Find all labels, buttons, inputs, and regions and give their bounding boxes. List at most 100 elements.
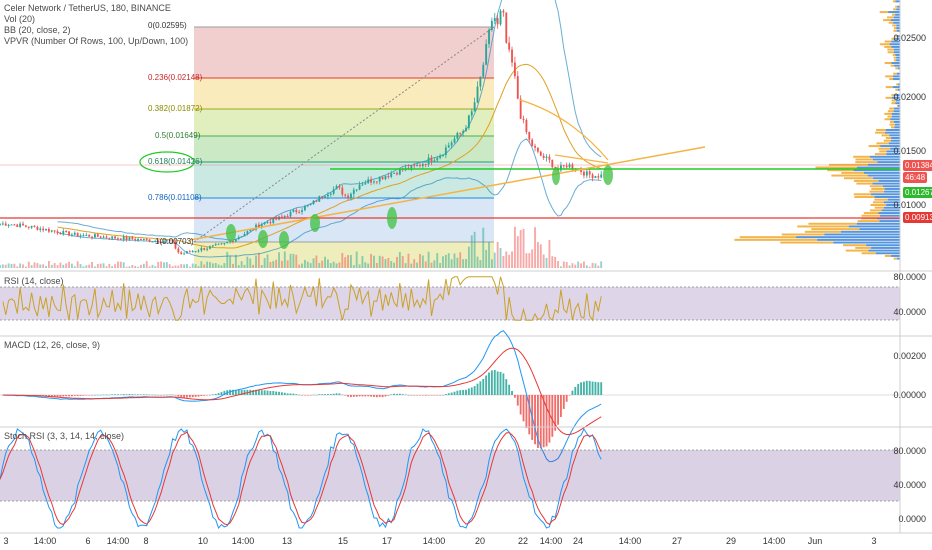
- fib-label: 0.5(0.01649): [155, 131, 201, 140]
- candle: [329, 193, 332, 195]
- candle: [519, 98, 522, 119]
- wedge-upper-line[interactable]: [519, 99, 609, 161]
- vpvr-down: [893, 257, 898, 260]
- macd-bar: [404, 394, 407, 395]
- vpvr-down: [885, 137, 892, 140]
- volume-bar: [536, 242, 539, 268]
- candle: [62, 230, 65, 235]
- volume-bar: [476, 256, 479, 268]
- macd-bar: [361, 395, 364, 397]
- candle: [42, 228, 45, 231]
- volume-bar: [108, 264, 111, 268]
- volume-bar: [522, 228, 525, 268]
- macd-bar: [516, 395, 519, 406]
- volume-bar: [13, 263, 16, 268]
- macd-bar: [191, 395, 194, 398]
- vpvr-up: [848, 225, 900, 228]
- volume-bar: [137, 266, 140, 268]
- candle: [416, 165, 419, 167]
- candle: [168, 240, 171, 242]
- rsi-label[interactable]: RSI (14, close): [4, 276, 64, 286]
- macd-bar: [332, 393, 335, 395]
- vpvr-up: [895, 99, 900, 102]
- macd-bar: [91, 395, 93, 396]
- volume-bar: [375, 262, 378, 268]
- candle: [525, 119, 528, 132]
- macd-bar: [76, 395, 79, 396]
- candle: [347, 195, 349, 198]
- vpvr-up: [891, 254, 900, 257]
- volume-bar: [513, 226, 516, 268]
- vpvr-down: [885, 96, 892, 99]
- stoch-tick: 0.0000: [898, 514, 926, 524]
- macd-bar: [393, 393, 396, 395]
- vpvr-down: [853, 179, 879, 182]
- volume-bar: [321, 260, 324, 268]
- candle: [177, 248, 180, 253]
- fib-highlight-ellipse: [139, 151, 195, 173]
- macd-label[interactable]: MACD (12, 26, close, 9): [4, 340, 101, 350]
- legend-bb[interactable]: BB (20, close, 2): [4, 25, 71, 35]
- trend-line[interactable]: [189, 146, 706, 241]
- volume-bar: [309, 263, 312, 268]
- macd-bar: [105, 394, 108, 396]
- vpvr-up: [817, 238, 900, 241]
- macd-pane[interactable]: [0, 330, 932, 463]
- volume-bar: [485, 249, 488, 268]
- candle: [410, 165, 413, 170]
- stoch-rsi-label[interactable]: Stoch RSI (3, 3, 14, 14, close): [4, 431, 125, 441]
- volume-bar: [413, 259, 416, 268]
- macd-bar: [583, 381, 585, 395]
- vpvr-up: [890, 19, 900, 22]
- vpvr-down: [892, 0, 896, 3]
- vpvr-up: [893, 120, 900, 123]
- volume-bar: [568, 265, 571, 268]
- macd-bar: [488, 372, 490, 395]
- vpvr-down: [845, 249, 869, 252]
- macd-bar: [338, 393, 341, 395]
- vpvr-down: [863, 212, 879, 215]
- rsi-pane[interactable]: [0, 270, 932, 322]
- macd-bar: [375, 395, 378, 398]
- volume-bar: [200, 261, 203, 268]
- legend-vpvr[interactable]: VPVR (Number Of Rows, 100, Up/Down, 100): [4, 36, 189, 46]
- candle: [453, 138, 456, 143]
- volume-bar: [384, 259, 387, 268]
- macd-bar: [436, 395, 439, 396]
- volume-bar: [332, 261, 335, 268]
- candle: [370, 179, 373, 183]
- stoch-rsi-pane[interactable]: [0, 426, 932, 529]
- last-price-badge: 0.01384: [903, 160, 932, 171]
- macd-bar: [168, 394, 171, 396]
- macd-bar: [200, 395, 203, 396]
- chart-legend[interactable]: Celer Network / TetherUS, 180, BINANCE V…: [4, 3, 188, 47]
- volume-bar: [493, 252, 496, 268]
- macd-bar: [568, 395, 571, 396]
- volume-bar: [571, 263, 574, 268]
- candle: [433, 160, 436, 162]
- wedge-lower-line[interactable]: [554, 154, 609, 164]
- macd-bar: [180, 395, 183, 398]
- legend-vol[interactable]: Vol (20): [4, 14, 36, 24]
- volume-bar: [315, 255, 318, 268]
- candle: [272, 217, 275, 223]
- volume-bar: [7, 263, 10, 268]
- volume-bar: [341, 252, 344, 268]
- vpvr-up: [891, 112, 900, 115]
- candle: [413, 165, 416, 167]
- candle: [145, 238, 148, 240]
- volume-bar: [488, 241, 490, 268]
- volume-bar: [278, 252, 280, 268]
- macd-bar: [289, 393, 292, 395]
- volume-bar: [344, 257, 347, 268]
- vpvr-up: [893, 48, 900, 51]
- main-pane[interactable]: [0, 0, 900, 268]
- candle: [301, 210, 303, 212]
- volume-bar: [114, 264, 116, 268]
- candle: [470, 111, 473, 116]
- macd-bar: [548, 395, 551, 443]
- time-tick: 14:00: [618, 536, 642, 546]
- macd-bar: [539, 395, 542, 449]
- candle: [275, 217, 278, 220]
